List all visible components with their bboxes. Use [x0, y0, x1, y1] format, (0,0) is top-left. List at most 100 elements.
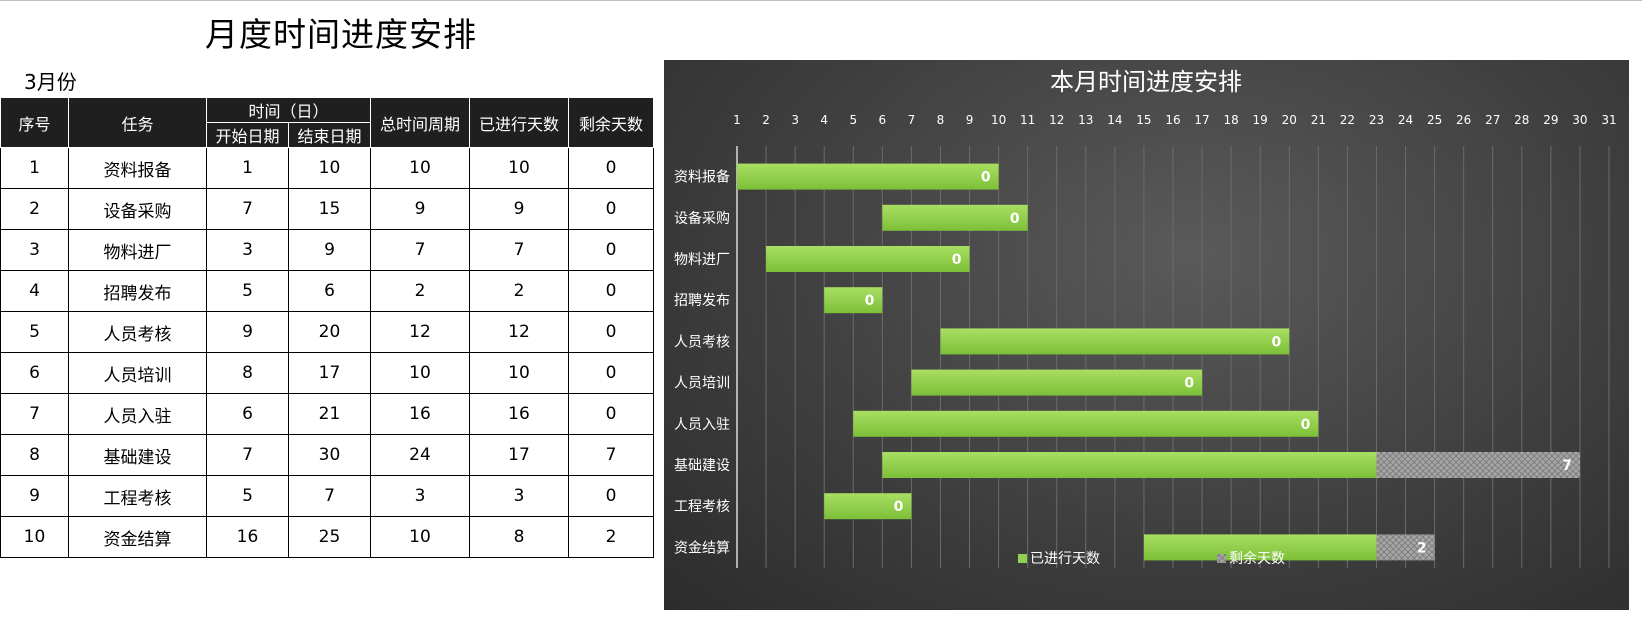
category-label: 设备采购: [674, 210, 730, 227]
x-tick-label: 21: [1311, 113, 1326, 127]
cell-task: 人员考核: [68, 311, 207, 353]
category-label: 资料报备: [674, 169, 730, 186]
cell-task: 人员培训: [68, 352, 207, 394]
cell-task: 招聘发布: [68, 270, 207, 312]
cell-total: 2: [370, 270, 470, 312]
cell-index: 2: [0, 188, 69, 230]
schedule-table: 序号 任务 时间（日） 总时间周期 已进行天数 剩余天数 开始日期 结束日期 1…: [0, 97, 654, 558]
cell-task: 资金结算: [68, 516, 207, 558]
page-title: 月度时间进度安排: [205, 15, 477, 54]
x-tick-label: 1: [733, 113, 741, 127]
x-tick-label: 3: [791, 113, 799, 127]
cell-index: 4: [0, 270, 69, 312]
data-label: 0: [1301, 417, 1311, 433]
cell-end: 25: [288, 516, 371, 558]
cell-end: 6: [288, 270, 371, 312]
cell-end: 30: [288, 434, 371, 476]
cell-end: 17: [288, 352, 371, 394]
cell-done: 10: [469, 352, 569, 394]
cell-end: 9: [288, 229, 371, 271]
table-row: 9 工程考核 5 7 3 3 0: [0, 475, 654, 517]
table-row: 4 招聘发布 5 6 2 2 0: [0, 270, 654, 312]
cell-total: 12: [370, 311, 470, 353]
cell-task: 基础建设: [68, 434, 207, 476]
header-index: 序号: [0, 97, 69, 148]
cell-end: 15: [288, 188, 371, 230]
cell-total: 10: [370, 516, 470, 558]
bar-done: [940, 328, 1290, 355]
cell-index: 1: [0, 147, 69, 189]
data-label: 0: [981, 170, 991, 186]
data-label: 0: [894, 499, 904, 515]
header-remaining: 剩余天数: [568, 97, 654, 148]
bar-done: [824, 287, 883, 314]
table-body: 1 资料报备 1 10 10 10 0 2 设备采购 7 15 9 9 0 3 物料进厂 3 9 7 7 0 4 招聘发布 5…: [0, 147, 654, 558]
data-label: 0: [1272, 334, 1282, 350]
cell-remaining: 0: [568, 475, 654, 517]
legend-label-remaining: 剩余天数: [1229, 550, 1285, 567]
x-tick-label: 26: [1456, 113, 1471, 127]
x-tick-label: 11: [1020, 113, 1035, 127]
category-label: 基础建设: [674, 457, 730, 474]
cell-start: 6: [206, 393, 289, 435]
x-tick-label: 4: [820, 113, 828, 127]
x-tick-label: 8: [937, 113, 945, 127]
cell-index: 8: [0, 434, 69, 476]
header-end: 结束日期: [288, 122, 371, 148]
cell-start: 16: [206, 516, 289, 558]
bar-remaining: [1376, 452, 1580, 478]
x-tick-label: 9: [966, 113, 974, 127]
cell-total: 24: [370, 434, 470, 476]
x-tick-label: 30: [1572, 113, 1587, 127]
table-row: 7 人员入驻 6 21 16 16 0: [0, 393, 654, 435]
cell-remaining: 0: [568, 311, 654, 353]
table-row: 6 人员培训 8 17 10 10 0: [0, 352, 654, 394]
cell-start: 1: [206, 147, 289, 189]
table-row: 8 基础建设 7 30 24 17 7: [0, 434, 654, 476]
cell-done: 10: [469, 147, 569, 189]
cell-done: 8: [469, 516, 569, 558]
bar-remaining: [1376, 534, 1435, 561]
x-tick-label: 19: [1253, 113, 1268, 127]
cell-start: 5: [206, 270, 289, 312]
cell-remaining: 7: [568, 434, 654, 476]
cell-remaining: 0: [568, 188, 654, 230]
category-label: 物料进厂: [674, 252, 730, 268]
bar-done: [882, 204, 1028, 231]
cell-total: 10: [370, 147, 470, 189]
category-label: 招聘发布: [674, 293, 730, 309]
table-row: 1 资料报备 1 10 10 10 0: [0, 147, 654, 189]
x-tick-label: 24: [1398, 113, 1413, 127]
x-tick-label: 5: [849, 113, 857, 127]
cell-index: 10: [0, 516, 69, 558]
header-total: 总时间周期: [370, 97, 470, 148]
month-label: 3月份: [24, 70, 77, 94]
x-tick-label: 7: [908, 113, 916, 127]
x-tick-label: 12: [1049, 113, 1064, 127]
bar-done: [824, 493, 912, 520]
header-task: 任务: [68, 97, 207, 148]
data-label: 7: [1562, 458, 1572, 474]
legend-label-done: 已进行天数: [1030, 551, 1100, 567]
cell-end: 10: [288, 147, 371, 189]
bar-done: [853, 410, 1319, 437]
cell-task: 设备采购: [68, 188, 207, 230]
cell-end: 21: [288, 393, 371, 435]
category-label: 人员入驻: [674, 417, 730, 433]
cell-start: 8: [206, 352, 289, 394]
cell-remaining: 0: [568, 270, 654, 312]
legend-swatch-remaining: [1217, 554, 1226, 563]
chart-title: 本月时间进度安排: [1050, 68, 1242, 96]
x-tick-label: 14: [1107, 113, 1122, 127]
header-done: 已进行天数: [469, 97, 569, 148]
header-start: 开始日期: [206, 122, 289, 148]
cell-start: 9: [206, 311, 289, 353]
x-tick-label: 20: [1282, 113, 1297, 127]
category-label: 工程考核: [674, 499, 730, 515]
cell-done: 16: [469, 393, 569, 435]
x-tick-label: 17: [1194, 113, 1209, 127]
cell-index: 3: [0, 229, 69, 271]
x-tick-label: 2: [762, 113, 770, 127]
category-label: 人员考核: [674, 334, 730, 350]
